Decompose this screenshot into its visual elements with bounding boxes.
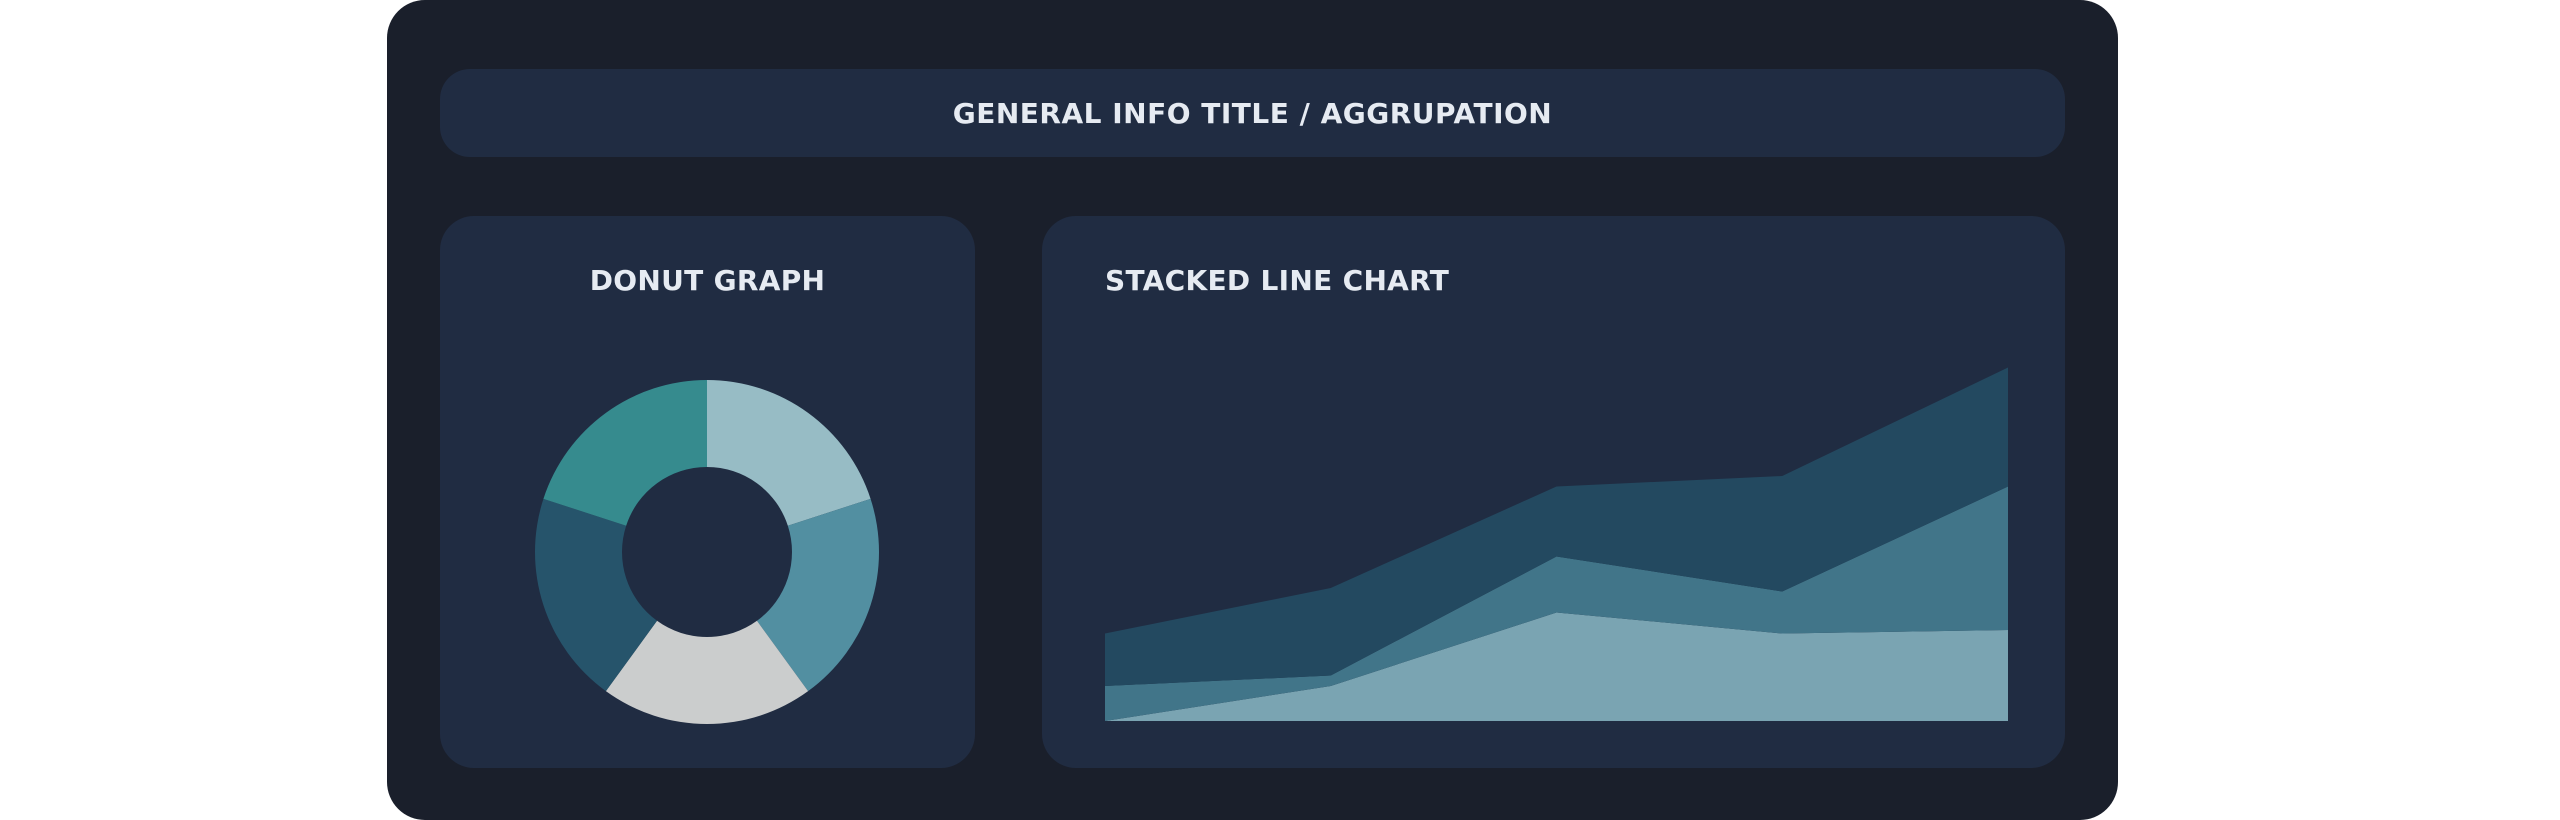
page-title: GENERAL INFO TITLE / AGGRUPATION [952, 96, 1553, 130]
donut-slice-1 [707, 380, 871, 526]
area-series-1 [1105, 612, 2008, 721]
area-series-2 [1105, 486, 2008, 721]
donut-slice-4 [535, 498, 658, 692]
donut-slice-2 [756, 498, 879, 692]
donut-title: DONUT GRAPH [589, 264, 826, 297]
donut-chart [535, 380, 879, 724]
stacked-area-chart [1105, 367, 2008, 721]
area-series-3 [1105, 367, 2008, 686]
header-bar: GENERAL INFO TITLE / AGGRUPATION [440, 69, 2065, 157]
stacked-chart-card: STACKED LINE CHART [1042, 216, 2065, 768]
donut-card: DONUT GRAPH [440, 216, 975, 768]
donut-slice-5 [543, 380, 707, 526]
stacked-chart-title: STACKED LINE CHART [1105, 264, 1450, 297]
dashboard-frame: GENERAL INFO TITLE / AGGRUPATION DONUT G… [387, 0, 2118, 820]
donut-slice-3 [605, 620, 809, 724]
